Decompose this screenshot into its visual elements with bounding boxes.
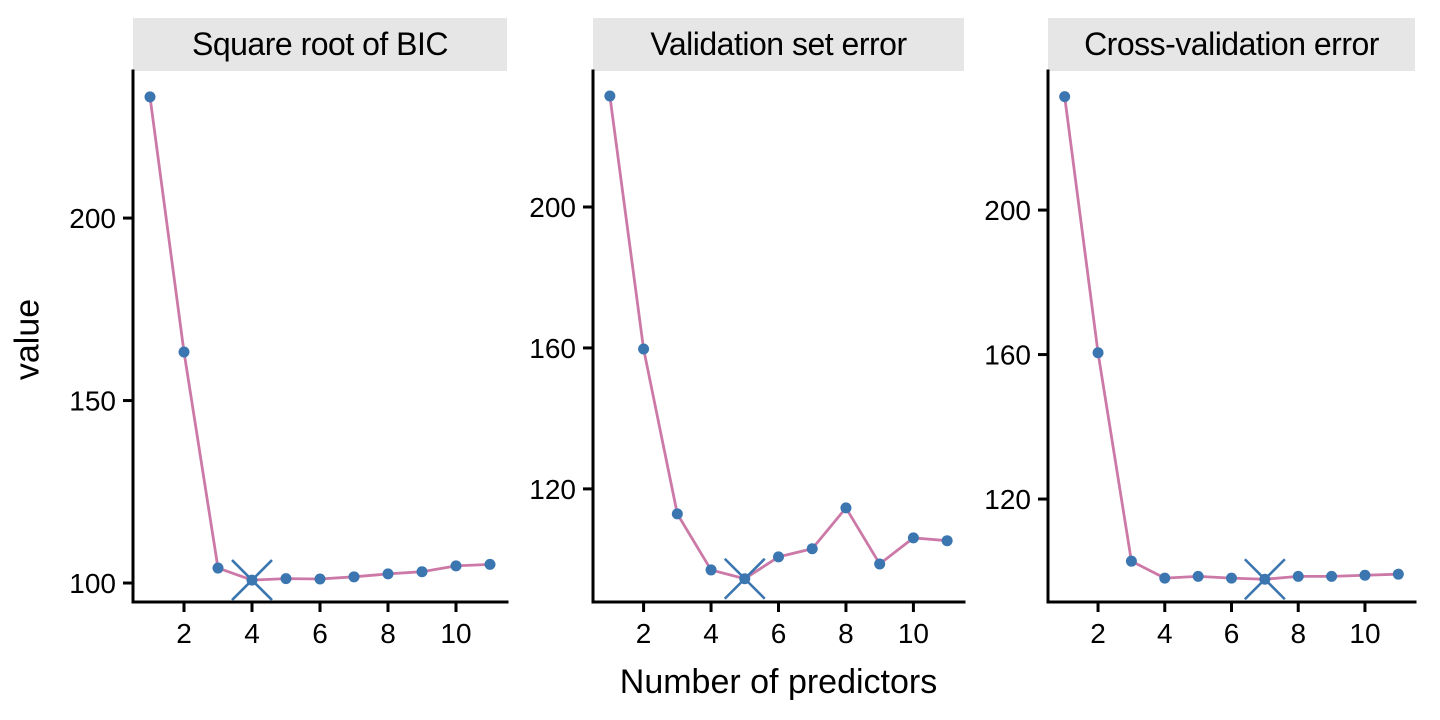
- y-axis-tick-label: 200: [529, 192, 576, 223]
- data-point: [484, 558, 496, 570]
- x-axis-tick-label: 2: [1090, 618, 1106, 649]
- x-axis-tick-label: 2: [176, 618, 192, 649]
- data-point: [1159, 572, 1171, 584]
- facet-strip-label: Cross-validation error: [1084, 26, 1379, 62]
- x-axis-tick-label: 10: [898, 618, 929, 649]
- facet-strip-cross-validation-error: Cross-validation error: [1048, 18, 1415, 71]
- data-point: [1059, 91, 1071, 103]
- data-point: [840, 502, 852, 514]
- facet-strip-validation-set-error: Validation set error: [593, 18, 964, 71]
- data-point: [1326, 570, 1338, 582]
- y-axis-tick-label: 200: [69, 203, 116, 234]
- data-point: [1292, 570, 1304, 582]
- data-point: [1192, 570, 1204, 582]
- y-axis-tick-label: 120: [529, 474, 576, 505]
- data-point: [1125, 555, 1137, 567]
- data-point: [1226, 572, 1237, 584]
- y-axis-tick-label: 200: [984, 195, 1031, 226]
- x-axis-tick-label: 10: [1349, 618, 1380, 649]
- data-point: [416, 566, 428, 578]
- x-axis-tick-label: 10: [440, 618, 471, 649]
- data-point: [739, 573, 751, 585]
- x-axis-tick-label: 4: [703, 618, 719, 649]
- data-point: [604, 90, 616, 102]
- data-point: [941, 535, 953, 547]
- x-axis-tick-label: 8: [838, 618, 854, 649]
- x-axis-title: Number of predictors: [619, 663, 938, 701]
- axis-lines: [591, 69, 966, 604]
- y-axis-tick-label: 160: [984, 340, 1031, 371]
- data-point: [638, 343, 650, 355]
- data-point: [348, 571, 360, 583]
- x-axis-tick-label: 6: [1224, 618, 1240, 649]
- x-axis-tick-label: 8: [1290, 618, 1306, 649]
- y-axis-tick-label: 120: [984, 484, 1031, 515]
- x-axis-tick-label: 8: [380, 618, 396, 649]
- facet-strip-label: Validation set error: [650, 26, 907, 62]
- data-point: [705, 564, 717, 576]
- data-point: [246, 574, 258, 586]
- series-line: [148, 96, 491, 582]
- facet-strip-label: Square root of BIC: [191, 26, 449, 62]
- data-point: [178, 346, 190, 358]
- data-point: [280, 573, 292, 585]
- series-line: [1063, 96, 1399, 581]
- y-axis-tick-label: 160: [529, 333, 576, 364]
- series-line: [608, 95, 948, 581]
- data-point: [1392, 568, 1404, 580]
- x-axis-tick-label: 4: [1157, 618, 1173, 649]
- data-point: [314, 573, 326, 585]
- y-axis-tick-label: 150: [69, 386, 116, 417]
- data-point: [144, 91, 156, 103]
- data-point: [1259, 573, 1271, 585]
- data-point: [773, 551, 784, 563]
- x-axis-tick-label: 6: [312, 618, 328, 649]
- x-axis-tick-label: 2: [636, 618, 652, 649]
- data-point: [1359, 569, 1371, 581]
- x-axis-tick-label: 6: [771, 618, 787, 649]
- y-axis-tick-label: 100: [69, 568, 116, 599]
- data-point: [806, 543, 818, 555]
- data-point: [450, 560, 462, 572]
- axis-lines: [131, 69, 509, 604]
- facet-strip-square-root-of-bic: Square root of BIC: [133, 18, 507, 71]
- axis-lines: [1046, 69, 1417, 604]
- data-point: [874, 558, 886, 570]
- data-point: [671, 508, 683, 520]
- data-point: [382, 568, 394, 580]
- data-point: [212, 562, 224, 574]
- data-point: [1092, 347, 1104, 359]
- data-point: [907, 532, 919, 544]
- x-axis-tick-label: 4: [244, 618, 260, 649]
